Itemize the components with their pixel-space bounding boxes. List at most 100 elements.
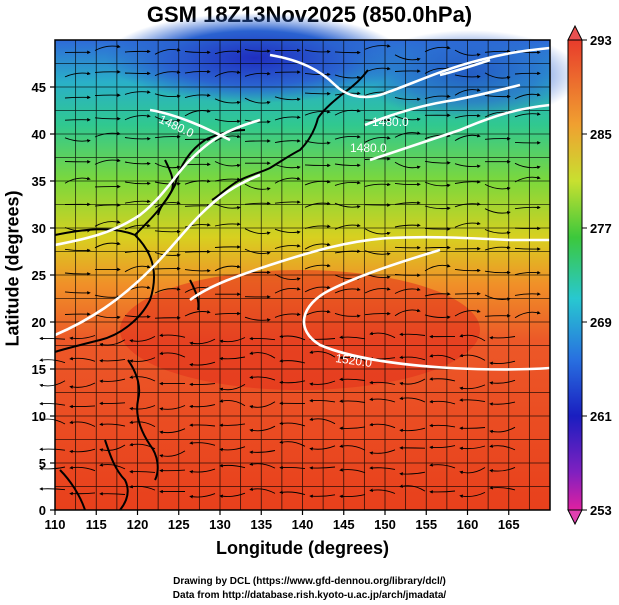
streamline — [514, 162, 541, 170]
streamline — [429, 490, 456, 494]
y-tick-label: 10 — [32, 409, 46, 424]
streamline — [94, 220, 121, 227]
streamline — [489, 379, 516, 385]
streamline — [334, 223, 361, 230]
streamline — [64, 95, 91, 100]
streamline — [159, 450, 186, 458]
streamline — [184, 310, 211, 317]
streamline — [39, 466, 66, 471]
streamline — [339, 335, 366, 340]
streamline — [339, 494, 366, 499]
streamline — [279, 380, 306, 385]
streamline — [154, 134, 181, 139]
streamline — [129, 420, 156, 427]
streamline — [424, 292, 451, 297]
streamline — [334, 163, 361, 168]
streamline — [454, 221, 481, 228]
streamline — [69, 404, 96, 409]
streamline — [394, 223, 421, 228]
streamline — [189, 404, 216, 409]
streamline — [454, 202, 481, 208]
x-tick-label: 110 — [45, 517, 66, 532]
streamline — [219, 492, 246, 499]
streamline — [64, 272, 91, 276]
streamline — [304, 49, 331, 54]
streamline — [394, 161, 421, 170]
streamline — [514, 247, 541, 251]
contour-label-1520: 1520.0 — [335, 351, 374, 370]
streamline — [124, 223, 151, 230]
streamline — [279, 334, 306, 341]
streamline — [214, 203, 241, 210]
streamline — [64, 248, 91, 253]
streamline — [124, 181, 151, 186]
colorbar-tick-label: 293 — [590, 33, 612, 48]
streamline — [424, 160, 451, 165]
streamline — [39, 336, 66, 341]
x-axis: 110 115 120 125 130 135 140 145 150 155 160 165 — [45, 510, 520, 532]
streamline — [304, 109, 331, 116]
streamline — [424, 227, 451, 231]
streamline — [184, 69, 211, 74]
streamline — [214, 161, 241, 168]
streamline — [219, 337, 246, 344]
streamline — [459, 353, 486, 361]
streamline — [394, 287, 421, 294]
streamline — [334, 134, 361, 140]
streamline — [394, 273, 421, 278]
streamline — [364, 136, 391, 143]
streamline — [274, 228, 301, 235]
streamline — [454, 163, 481, 169]
streamline — [309, 445, 336, 451]
streamline — [399, 332, 426, 337]
streamline — [309, 494, 336, 499]
streamline — [454, 88, 481, 96]
streamline — [399, 396, 426, 403]
graticule — [54, 39, 551, 511]
streamline — [154, 201, 181, 208]
y-tick-label: 15 — [32, 362, 46, 377]
streamline — [369, 422, 396, 429]
streamline — [124, 137, 151, 141]
streamline — [94, 158, 121, 165]
streamline — [39, 447, 66, 451]
colorbar-tick-label: 269 — [590, 315, 612, 330]
streamline — [489, 466, 516, 473]
streamline — [124, 90, 151, 95]
streamline — [39, 358, 66, 364]
streamline — [304, 163, 331, 168]
streamline — [364, 182, 391, 187]
streamline — [219, 446, 246, 452]
streamline — [274, 200, 301, 204]
streamline — [454, 74, 481, 79]
streamline — [459, 426, 486, 431]
streamline — [189, 468, 216, 474]
streamline — [214, 49, 241, 55]
streamline — [399, 484, 426, 492]
streamline — [364, 287, 391, 294]
streamline — [214, 70, 241, 77]
streamline — [94, 131, 121, 138]
streamline — [364, 44, 391, 50]
colorbar-tick-label: 277 — [590, 221, 612, 236]
streamline — [309, 380, 336, 386]
streamline — [399, 378, 426, 386]
streamline — [424, 45, 451, 53]
streamline — [154, 116, 181, 123]
streamline — [304, 179, 331, 186]
streamline — [39, 401, 66, 406]
streamline — [309, 398, 336, 403]
streamline — [124, 199, 151, 204]
streamline — [364, 228, 391, 236]
x-tick-label: 160 — [457, 517, 479, 532]
streamline — [429, 377, 456, 382]
streamline — [124, 315, 151, 319]
x-tick-label: 130 — [209, 517, 231, 532]
x-tick-label: 155 — [415, 517, 437, 532]
x-tick-label: 150 — [374, 517, 396, 532]
streamline — [279, 490, 306, 496]
streamline — [219, 463, 246, 469]
streamline — [154, 181, 181, 186]
streamline — [214, 177, 241, 182]
